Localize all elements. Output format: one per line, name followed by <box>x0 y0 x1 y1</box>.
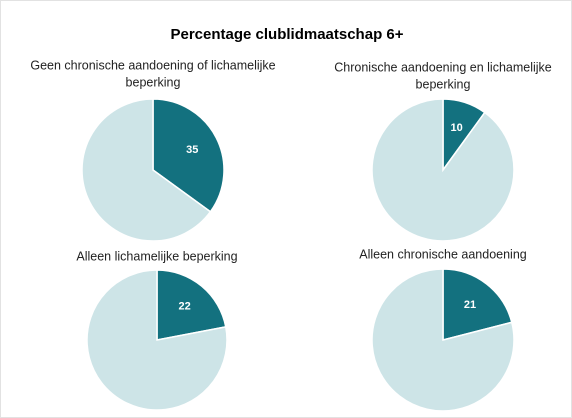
data-label: 10 <box>450 122 462 134</box>
chart-title: Percentage clublidmaatschap 6+ <box>170 26 403 43</box>
pie-slice <box>371 268 515 412</box>
pie-title: Chronische aandoening en lichamelijke <box>334 60 552 74</box>
pie-slice <box>442 268 513 341</box>
pie-title: Geen chronische aandoening of lichamelij… <box>30 58 275 72</box>
pie-slice <box>86 269 228 411</box>
pie-slice <box>156 269 227 341</box>
data-label: 22 <box>179 300 191 312</box>
data-label: 35 <box>186 144 198 156</box>
pie-title: beperking <box>416 77 471 91</box>
pie-slice <box>81 98 212 242</box>
pie-title: Alleen chronische aandoening <box>359 247 527 261</box>
pie-slice <box>371 98 515 242</box>
pie-title: beperking <box>126 75 181 89</box>
pie-slice <box>152 98 225 213</box>
pie-title: Alleen lichamelijke beperking <box>76 249 237 263</box>
data-label: 21 <box>464 299 476 311</box>
